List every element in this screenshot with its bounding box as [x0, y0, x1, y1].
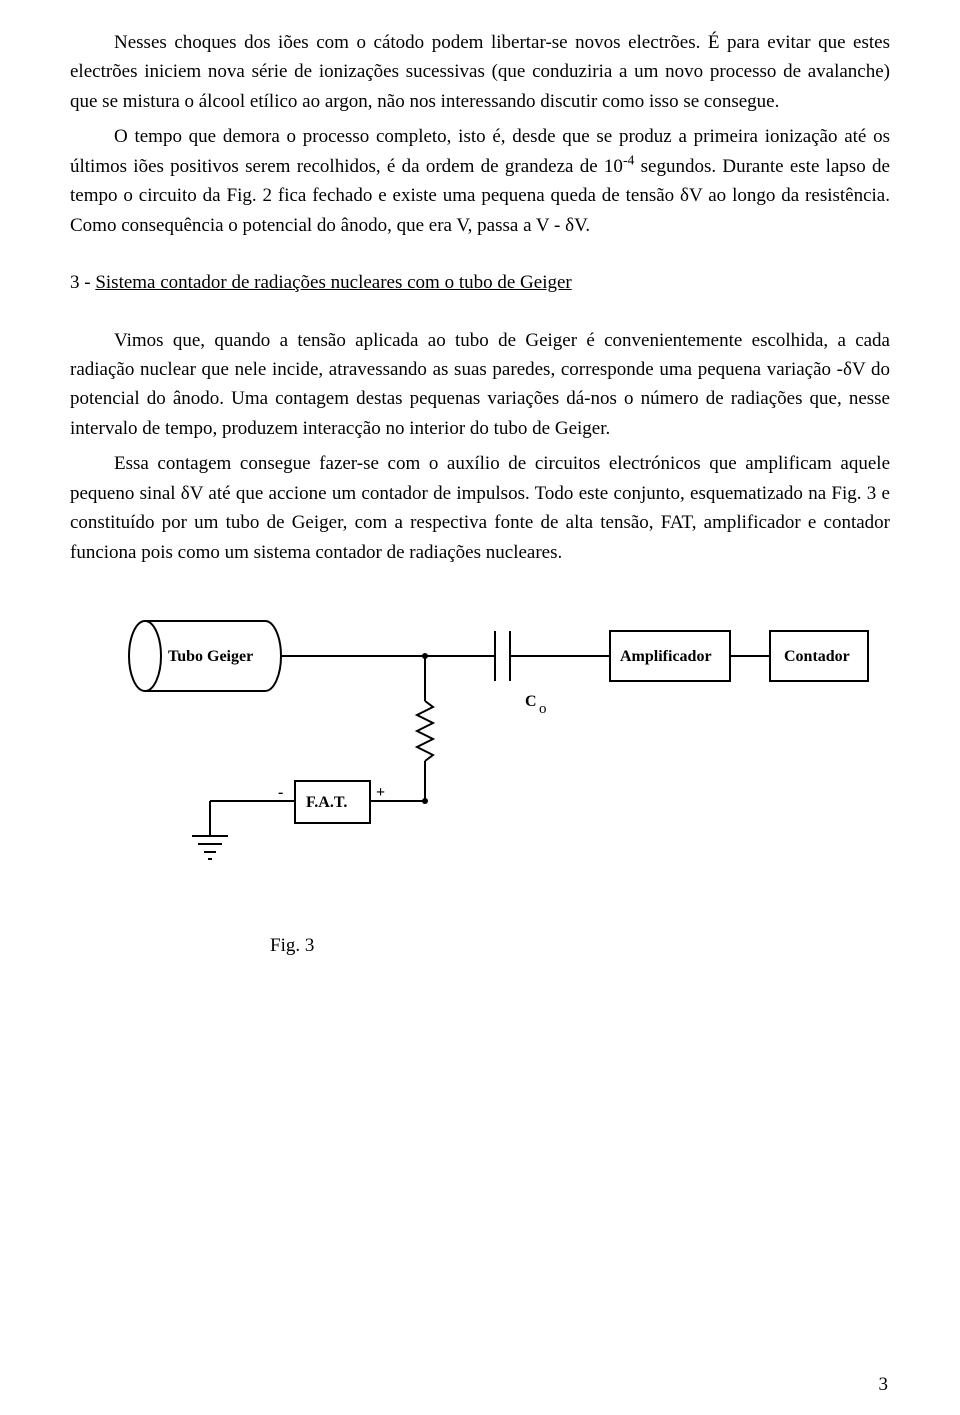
counter-label: Contador: [784, 648, 850, 665]
amplifier-label: Amplificador: [620, 648, 712, 665]
fat-minus-label: -: [278, 784, 283, 801]
exponent: -4: [623, 152, 634, 167]
section-3-title-text: Sistema contador de radiações nucleares …: [95, 272, 571, 293]
geiger-tube-icon: Tubo Geiger: [129, 621, 350, 691]
paragraph-4: Essa contagem consegue fazer-se com o au…: [70, 449, 890, 567]
fat-plus-label: +: [376, 784, 385, 801]
section-3-heading: 3 - Sistema contador de radiações nuclea…: [70, 268, 890, 297]
figure-3-diagram: Tubo Geiger C o Amplificador: [90, 601, 870, 901]
paragraph-3: Vimos que, quando a tensão aplicada ao t…: [70, 326, 890, 444]
amplifier-box: Amplificador: [610, 631, 730, 681]
fat-label: F.A.T.: [306, 794, 347, 811]
figure-3-caption: Fig. 3: [270, 931, 890, 960]
paragraph-2: O tempo que demora o processo completo, …: [70, 122, 890, 240]
counter-box: Contador: [770, 631, 868, 681]
capacitor-label-c: C: [525, 693, 537, 710]
capacitor-icon: C o: [495, 631, 547, 717]
paragraph-1: Nesses choques dos iões com o cátodo pod…: [70, 28, 890, 116]
resistor-icon: [417, 701, 433, 761]
geiger-tube-label: Tubo Geiger: [168, 648, 253, 665]
section-3-prefix: 3 -: [70, 272, 95, 293]
page-number: 3: [879, 1370, 889, 1399]
capacitor-label-sub: o: [539, 701, 547, 717]
circuit-svg: Tubo Geiger C o Amplificador: [90, 601, 870, 901]
page: Nesses choques dos iões com o cátodo pod…: [0, 0, 960, 1415]
ground-icon: [192, 836, 228, 859]
